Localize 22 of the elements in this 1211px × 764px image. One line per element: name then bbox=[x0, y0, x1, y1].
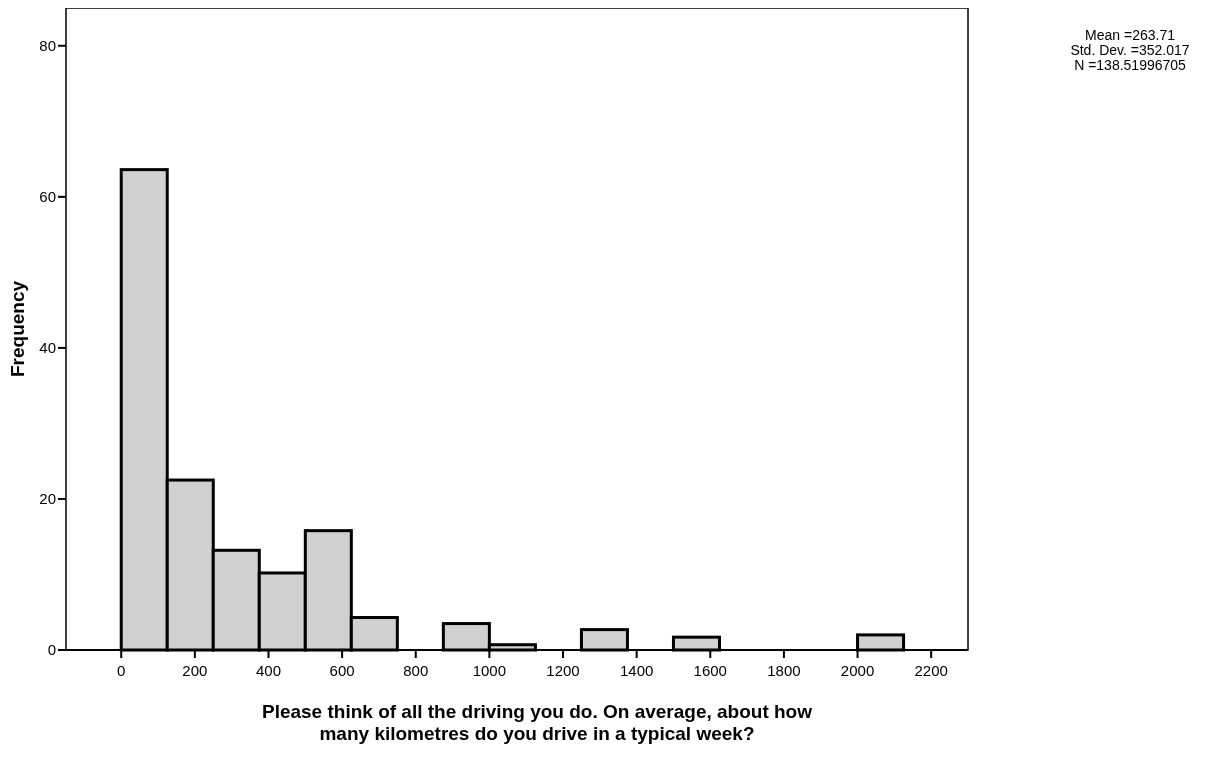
y-axis-title: Frequency bbox=[7, 280, 28, 378]
x-tick-label: 2000 bbox=[840, 662, 875, 679]
x-tick-label: 1600 bbox=[693, 662, 727, 679]
x-tick-label: 1800 bbox=[767, 662, 801, 679]
x-tick-label: 600 bbox=[329, 662, 355, 679]
x-tick-label: 1200 bbox=[546, 662, 580, 679]
x-tick-label: 2200 bbox=[914, 662, 948, 679]
text: Std. Dev. =352.017 bbox=[1070, 42, 1190, 58]
x-tick-label: 400 bbox=[255, 662, 282, 679]
x-tick-label: 800 bbox=[403, 662, 429, 679]
text: Mean =263.71 bbox=[1085, 27, 1176, 43]
y-tick-label: 80 bbox=[39, 36, 56, 54]
x-tick-label: 0 bbox=[117, 662, 126, 679]
y-tick-label: 40 bbox=[39, 338, 56, 356]
x-tick-label: 1400 bbox=[619, 662, 654, 679]
x-tick-label: 1000 bbox=[472, 662, 507, 679]
y-tick-label: 60 bbox=[39, 187, 56, 205]
x-axis-title: Please think of all the driving you do. On average, about how many kilometres do you drive in a typical week? bbox=[261, 701, 813, 744]
x-tick-label: 200 bbox=[182, 662, 208, 679]
y-tick-label: 20 bbox=[39, 489, 56, 507]
y-tick-label: 0 bbox=[47, 641, 56, 658]
text: N =138.51996705 bbox=[1074, 57, 1187, 73]
